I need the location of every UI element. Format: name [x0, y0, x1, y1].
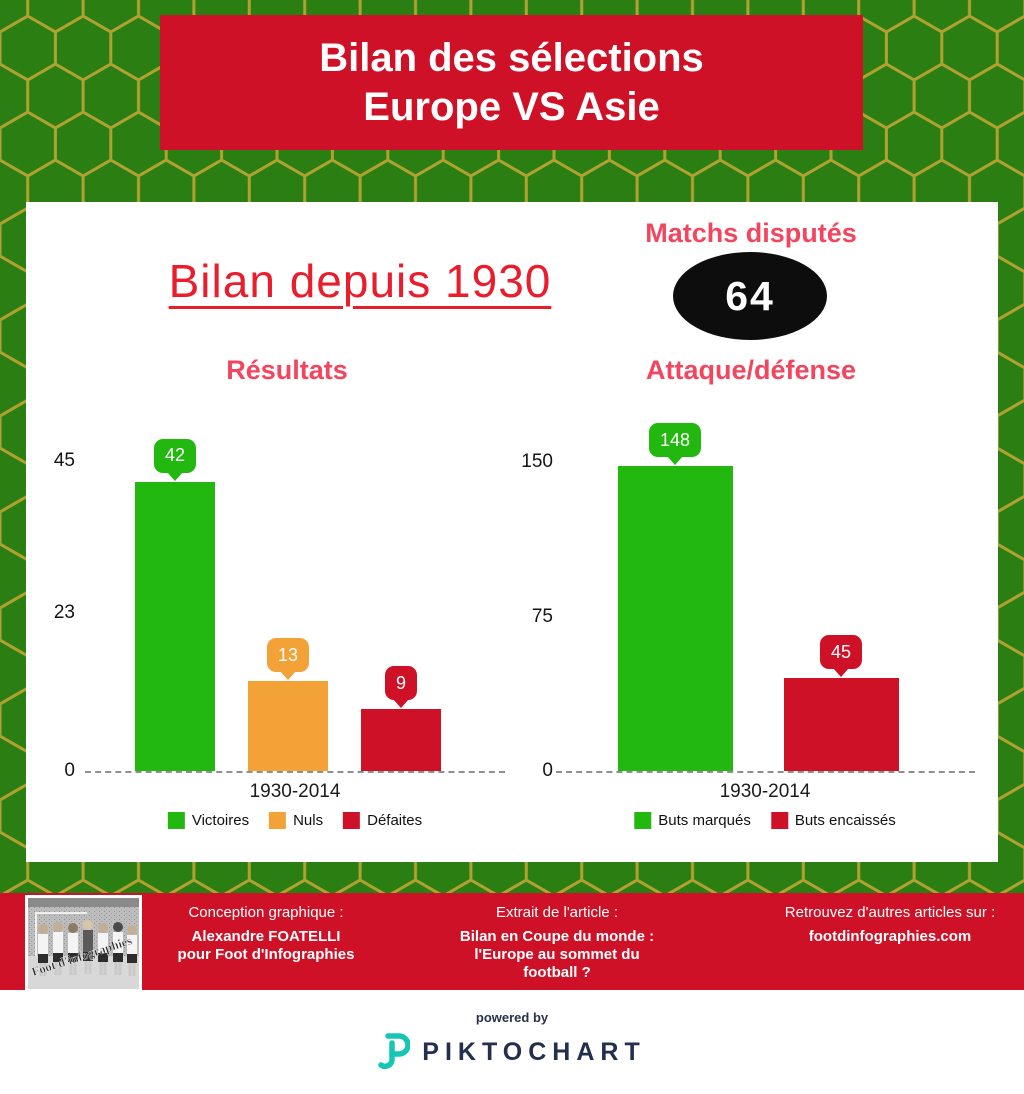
- matches-count-value: 64: [725, 272, 775, 319]
- goal-posts: [35, 912, 87, 956]
- credit-design-label: Conception graphique :: [188, 904, 344, 921]
- team-photo-illustration: Foot d'infographies: [28, 898, 139, 989]
- piktochart-brand-name: PIKTOCHART: [422, 1037, 646, 1066]
- footer-band: [0, 893, 1024, 990]
- matches-played-label: Matchs disputés: [645, 218, 857, 248]
- footer-credit-design: Conception graphique : Alexandre FOATELL…: [146, 904, 386, 964]
- article-title-line1: Bilan en Coupe du monde :: [459, 928, 655, 945]
- website-link[interactable]: footdinfographies.com: [808, 928, 972, 945]
- section-title: Bilan depuis 1930: [168, 255, 552, 307]
- article-ref-label: Extrait de l'article :: [495, 904, 619, 921]
- powered-by-block: powered by PIKTOCHART: [312, 1010, 712, 1071]
- infographic-title-line2: Europe VS Asie: [363, 84, 660, 129]
- article-title-line2: l'Europe au sommet du: [474, 946, 640, 963]
- powered-by-label: powered by: [475, 1010, 549, 1025]
- header-banner: Bilan des sélections Europe VS Asie: [160, 15, 863, 150]
- results-chart-title: Résultats: [226, 355, 348, 385]
- credit-design-author: Alexandre FOATELLI: [191, 928, 341, 945]
- matches-count-badge: 64: [673, 252, 827, 340]
- article-title-line3: football ?: [523, 964, 591, 981]
- footer-article-ref: Extrait de l'article : Bilan en Coupe du…: [437, 904, 677, 982]
- footer-more-articles: Retrouvez d'autres articles sur : footdi…: [765, 904, 1015, 946]
- attack-defense-chart-title: Attaque/défense: [645, 355, 857, 385]
- infographic-title-line1: Bilan des sélections: [319, 35, 704, 80]
- players: [38, 920, 137, 976]
- credit-design-org: pour Foot d'Infographies: [177, 946, 355, 963]
- team-photo: Foot d'infographies: [25, 895, 142, 992]
- more-articles-label: Retrouvez d'autres articles sur :: [784, 904, 996, 921]
- piktochart-logo-icon: [378, 1033, 411, 1070]
